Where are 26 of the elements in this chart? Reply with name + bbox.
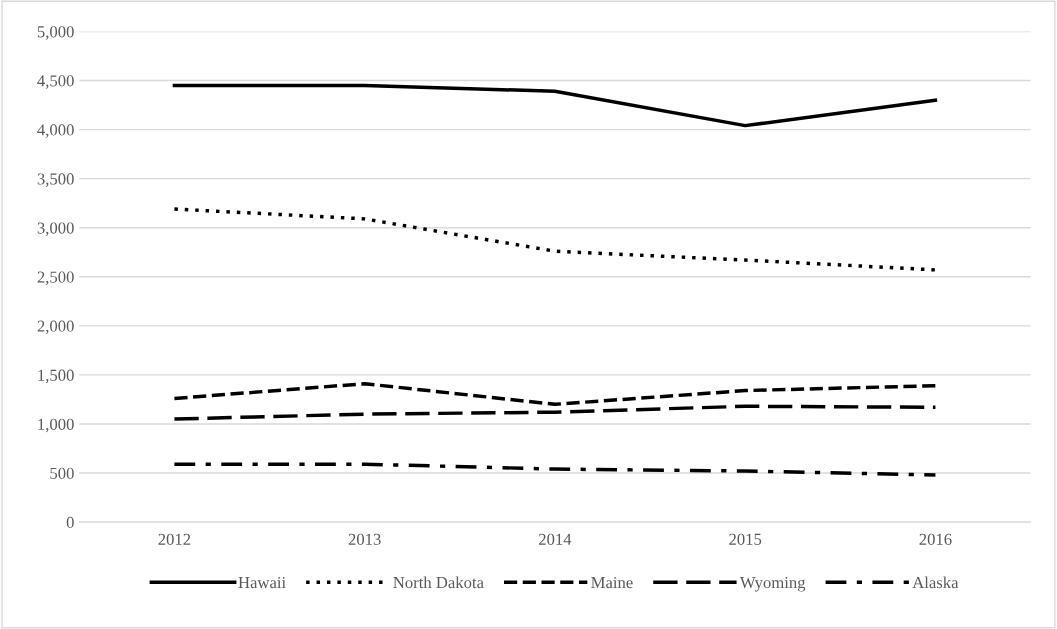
y-tick-label: 4,500 — [37, 75, 74, 89]
y-tick-label: 500 — [50, 467, 74, 479]
legend-label: Maine — [591, 576, 633, 589]
line-series — [172, 207, 938, 272]
legend-label: Hawaii — [238, 576, 286, 589]
x-tick-label: 2012 — [158, 533, 191, 545]
line-series — [172, 381, 938, 407]
legend-label: Wyoming — [739, 576, 806, 592]
y-tick-label: 2,500 — [37, 271, 74, 286]
y-tick-label: 5,000 — [37, 26, 74, 40]
y-tick-label: 1,500 — [38, 369, 74, 384]
x-tick-label: 2016 — [919, 533, 952, 545]
y-tick-label: 0 — [66, 516, 74, 529]
y-tick-label: 2,000 — [37, 320, 74, 335]
y-tick-label: 3,500 — [37, 173, 74, 187]
legend-label: North Dakota — [393, 576, 484, 589]
y-tick-label: 3,000 — [37, 222, 74, 237]
line-series — [172, 462, 938, 477]
y-tick-label: 1,000 — [38, 418, 74, 433]
line-series — [172, 83, 938, 128]
line-series — [172, 404, 938, 421]
legend-label: Alaska — [912, 576, 959, 589]
x-tick-label: 2014 — [538, 533, 572, 545]
y-tick-label: 4,000 — [37, 124, 74, 138]
x-tick-label: 2013 — [348, 533, 381, 545]
x-tick-label: 2015 — [729, 533, 762, 545]
